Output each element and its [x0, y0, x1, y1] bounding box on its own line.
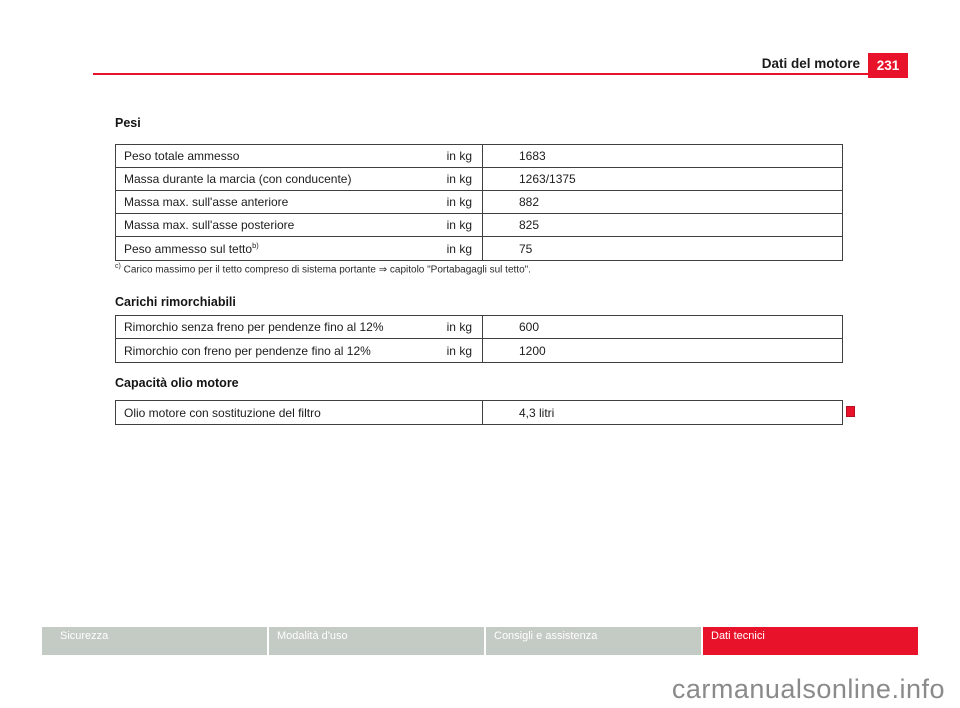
row-label: Rimorchio senza freno per pendenze fino …: [124, 320, 384, 334]
row-unit: in kg: [446, 149, 472, 163]
tab-dati-tecnici[interactable]: Dati tecnici: [703, 627, 918, 655]
table-row: Rimorchio con freno per pendenze fino al…: [116, 339, 842, 362]
row-unit: in kg: [446, 343, 472, 358]
table-row: Peso totale ammesso in kg 1683: [116, 145, 842, 168]
row-label: Massa max. sull'asse posteriore: [124, 218, 295, 232]
tab-sicurezza[interactable]: Sicurezza: [42, 627, 267, 655]
row-value: 882: [482, 191, 842, 213]
footnote-marker: c): [115, 263, 121, 270]
footnote-text: Carico massimo per il tetto compreso di …: [123, 264, 531, 276]
row-value: 825: [482, 214, 842, 236]
header-divider: [93, 73, 908, 75]
row-value: 75: [482, 237, 842, 260]
row-label: Peso ammesso sul tettob): [124, 240, 259, 256]
towing-loads-table: Rimorchio senza freno per pendenze fino …: [115, 315, 843, 363]
chapter-tab-bar: Sicurezza Modalità d'uso Consigli e assi…: [42, 627, 918, 655]
table-row: Massa max. sull'asse anteriore in kg 882: [116, 191, 842, 214]
row-label: Massa max. sull'asse anteriore: [124, 195, 289, 209]
tab-consigli-e-assistenza[interactable]: Consigli e assistenza: [486, 627, 701, 655]
table-row: Peso ammesso sul tettob) in kg 75: [116, 237, 842, 260]
oil-capacity-table: Olio motore con sostituzione del filtro …: [115, 400, 843, 425]
table-row: Massa max. sull'asse posteriore in kg 82…: [116, 214, 842, 237]
table-row: Rimorchio senza freno per pendenze fino …: [116, 316, 842, 339]
section-heading-olio: Capacità olio motore: [115, 376, 239, 390]
page-title: Dati del motore: [761, 56, 860, 71]
row-value: 4,3 litri: [482, 401, 842, 424]
row-value: 600: [482, 316, 842, 338]
section-heading-pesi: Pesi: [115, 116, 141, 130]
watermark: carmanualsonline.info: [671, 674, 945, 704]
row-unit: in kg: [446, 320, 472, 334]
table-row: Massa durante la marcia (con conducente)…: [116, 168, 842, 191]
footnote-reference: b): [252, 240, 259, 250]
row-unit: in kg: [446, 241, 472, 256]
section-end-marker: [846, 406, 855, 417]
row-unit: in kg: [446, 195, 472, 209]
weights-table: Peso totale ammesso in kg 1683 Massa dur…: [115, 144, 843, 261]
row-label: Rimorchio con freno per pendenze fino al…: [124, 343, 371, 358]
row-unit: in kg: [446, 218, 472, 232]
row-value: 1683: [482, 145, 842, 167]
row-label: Olio motore con sostituzione del filtro: [124, 405, 321, 420]
table-footnote: c) Carico massimo per il tetto compreso …: [115, 263, 835, 275]
row-value: 1263/1375: [482, 168, 842, 190]
row-value: 1200: [482, 339, 842, 362]
row-label: Peso totale ammesso: [124, 149, 240, 163]
section-heading-carichi: Carichi rimorchiabili: [115, 295, 236, 309]
table-row: Olio motore con sostituzione del filtro …: [116, 401, 842, 424]
row-label: Massa durante la marcia (con conducente): [124, 172, 352, 186]
tab-modalita-duso[interactable]: Modalità d'uso: [269, 627, 484, 655]
row-unit: in kg: [446, 172, 472, 186]
